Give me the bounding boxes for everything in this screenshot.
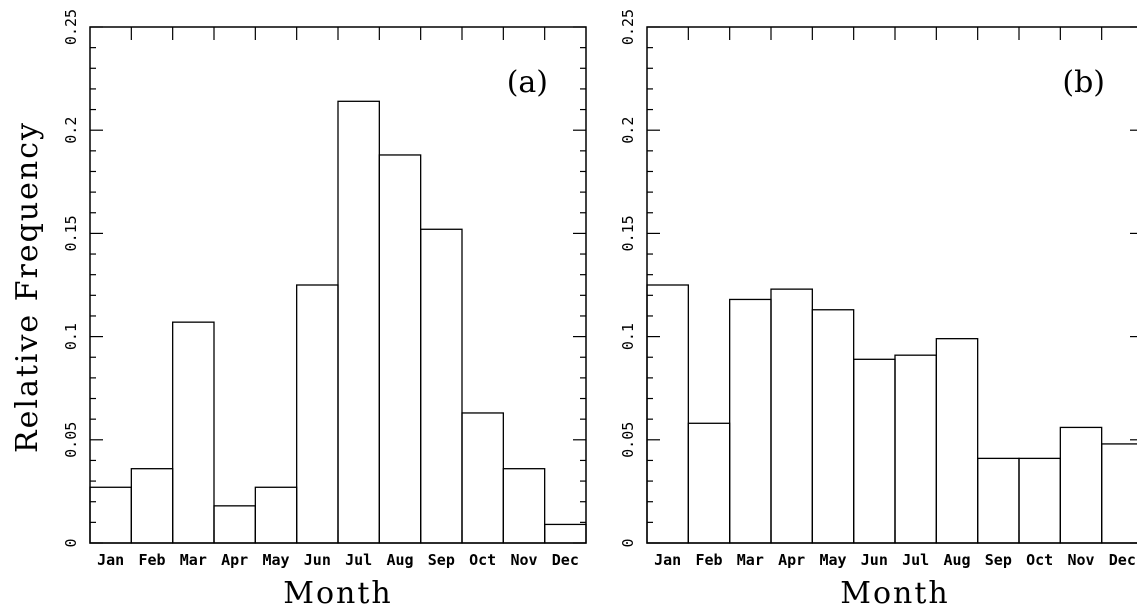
bar-a-dec [544, 523, 587, 544]
plot-frame-b [646, 26, 1137, 544]
x-tick-label-b-may: May [819, 551, 846, 569]
y-tick-label-a: 0.15 [62, 215, 80, 251]
x-tick-label-b-sep: Sep [985, 551, 1012, 569]
bar-b-oct [1018, 457, 1061, 544]
x-tick-label-b-jan: Jan [654, 551, 681, 569]
bar-a-may [254, 486, 298, 544]
x-tick-label-b-jul: Jul [902, 551, 929, 569]
x-tick-label-b-apr: Apr [778, 551, 805, 569]
bar-a-aug [378, 154, 422, 544]
bar-b-sep [977, 457, 1020, 544]
x-axis-title-a: Month [283, 576, 392, 607]
y-tick-label-b: 0.15 [619, 215, 637, 251]
x-tick-label-a-sep: Sep [428, 551, 455, 569]
x-tick-label-a-apr: Apr [221, 551, 248, 569]
x-tick-label-a-jul: Jul [345, 551, 372, 569]
bar-a-feb [130, 468, 174, 544]
bar-b-jun [853, 358, 896, 544]
x-tick-label-b-feb: Feb [695, 551, 722, 569]
x-tick-label-a-feb: Feb [138, 551, 165, 569]
bar-b-nov [1059, 426, 1103, 544]
panel-b: 0 0.05 0.1 0.15 0.2 0.25 Jan Feb Mar Apr May Jun Jul… [619, 9, 1137, 607]
y-axis-title: Relative Frequency [10, 121, 45, 453]
bar-b-dec [1101, 443, 1137, 544]
bar-b-apr [770, 288, 813, 544]
y-tick-label-b: 0.2 [619, 117, 637, 144]
y-tick-label-b: 0 [619, 538, 637, 547]
x-tick-label-a-oct: Oct [469, 551, 496, 569]
x-tick-label-a-dec: Dec [552, 551, 579, 569]
bar-a-jul [337, 100, 380, 544]
bar-a-apr [213, 505, 256, 544]
y-tick-label-a: 0.1 [62, 323, 80, 350]
x-tick-label-a-jan: Jan [97, 551, 124, 569]
x-tick-label-a-mar: Mar [180, 551, 207, 569]
y-tick-label-b: 0.1 [619, 323, 637, 350]
x-tick-label-a-nov: Nov [510, 551, 537, 569]
x-tick-label-b-dec: Dec [1109, 551, 1136, 569]
bar-b-mar [729, 298, 772, 544]
panel-label-a: (a) [507, 65, 548, 100]
panel-label-b: (b) [1062, 65, 1105, 100]
x-axis-title-b: Month [840, 576, 949, 607]
x-tick-label-a-jun: Jun [304, 551, 331, 569]
y-tick-label-a: 0.05 [62, 422, 80, 458]
y-tick-label-a: 0.25 [62, 9, 80, 45]
x-tick-label-a-aug: Aug [386, 551, 413, 569]
bar-b-jul [894, 354, 937, 544]
x-tick-label-a-may: May [262, 551, 289, 569]
panel-a: 0 0.05 0.1 0.15 0.2 0.25 Jan Feb Mar Apr May Jun Jul… [62, 9, 587, 607]
bar-b-feb [687, 422, 731, 544]
bar-b-may [811, 309, 855, 544]
bar-b-jan [646, 284, 689, 544]
y-tick-label-a: 0.2 [62, 117, 80, 144]
x-tick-label-b-mar: Mar [737, 551, 764, 569]
x-tick-label-b-nov: Nov [1067, 551, 1094, 569]
y-tick-label-b: 0.05 [619, 422, 637, 458]
bar-b-aug [935, 338, 979, 544]
bar-a-jun [296, 284, 339, 544]
x-tick-label-b-aug: Aug [943, 551, 970, 569]
x-tick-label-b-oct: Oct [1026, 551, 1053, 569]
bar-a-mar [172, 321, 215, 544]
bar-a-oct [461, 412, 504, 544]
bar-a-sep [420, 228, 463, 544]
y-tick-label-b: 0.25 [619, 9, 637, 45]
bar-a-nov [502, 468, 546, 544]
y-tick-label-a: 0 [62, 538, 80, 547]
bar-a-jan [89, 486, 132, 544]
x-tick-label-b-jun: Jun [861, 551, 888, 569]
